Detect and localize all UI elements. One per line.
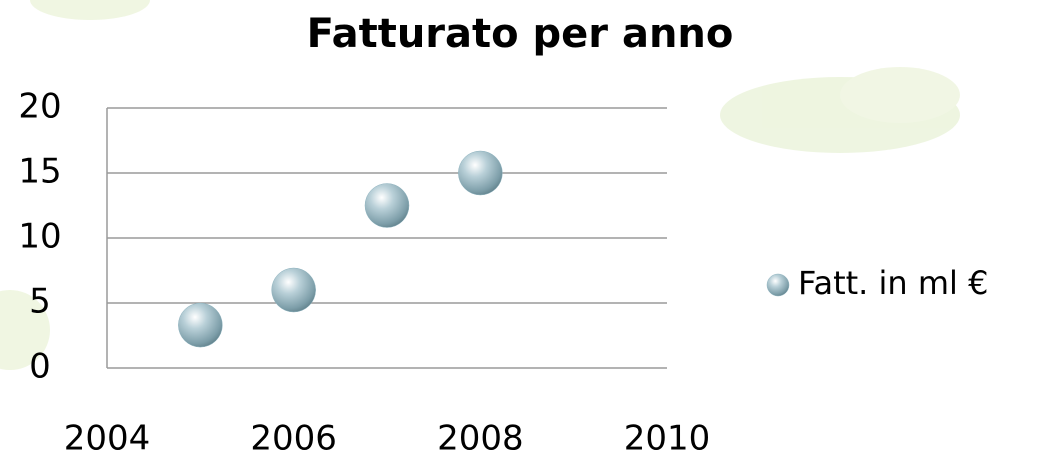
legend-label: Fatt. in ml € xyxy=(798,264,988,302)
background-decoration xyxy=(0,0,960,370)
x-tick-label: 2008 xyxy=(437,419,524,459)
data-point xyxy=(271,267,316,313)
x-tick-label: 2010 xyxy=(624,419,711,459)
y-tick-label: 5 xyxy=(29,282,51,322)
y-tick-label: 20 xyxy=(18,87,61,127)
y-tick-label: 10 xyxy=(18,217,61,257)
x-tick-label: 2006 xyxy=(250,419,337,459)
data-point xyxy=(458,150,503,196)
data-point xyxy=(364,183,410,228)
data-point xyxy=(178,302,223,348)
y-tick-label: 15 xyxy=(18,152,61,192)
y-tick-label: 0 xyxy=(29,347,51,387)
legend-marker xyxy=(766,273,790,297)
x-tick-label: 2004 xyxy=(64,419,151,459)
chart-title: Fatturato per anno xyxy=(307,11,734,57)
